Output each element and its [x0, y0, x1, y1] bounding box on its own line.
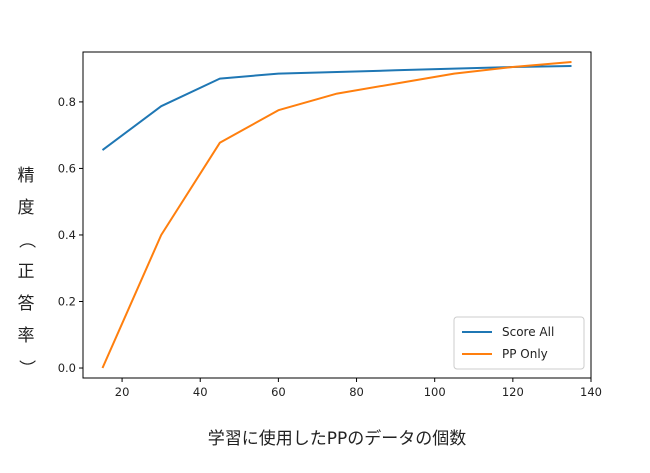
y-axis-label-char: ） [16, 359, 36, 377]
series-line-score-all [101, 65, 572, 151]
legend: Score All PP Only [453, 316, 585, 370]
legend-label: Score All [502, 325, 554, 339]
y-axis-label: 精度 （ 正答率 ） [14, 160, 38, 384]
y-tick-label: 0.4 [58, 228, 76, 242]
x-tick-label: 80 [349, 385, 364, 399]
y-tick-label: 0.0 [58, 361, 76, 375]
y-axis-label-char: 正 [17, 262, 35, 282]
x-tick-label: 100 [424, 385, 446, 399]
x-axis-label: 学習に使用したPPのデータの個数 [207, 429, 467, 449]
x-tick-label: 60 [271, 385, 286, 399]
y-axis-label-char: 精 [17, 166, 35, 186]
y-axis-label-char: 答 [17, 294, 35, 314]
x-tick-label: 40 [193, 385, 208, 399]
y-tick-label: 0.8 [58, 95, 76, 109]
y-axis-label-char: （ [16, 231, 36, 249]
x-tick-label: 140 [580, 385, 602, 399]
y-tick-label: 0.2 [58, 294, 76, 308]
x-tick-label: 20 [115, 385, 130, 399]
plot-frame [82, 51, 592, 379]
legend-label: PP Only [502, 347, 548, 361]
y-tick-label: 0.6 [58, 161, 76, 175]
y-axis-label-char: 度 [17, 198, 35, 218]
legend-box [453, 316, 585, 370]
y-axis-label-char: 率 [17, 326, 35, 346]
series-layer [101, 61, 572, 369]
plot-area: 20 40 60 80 100 120 140 0.0 0.2 0.4 0.6 0.8 [58, 51, 602, 399]
x-tick-label: 120 [502, 385, 524, 399]
series-line-pp-only [101, 61, 572, 369]
